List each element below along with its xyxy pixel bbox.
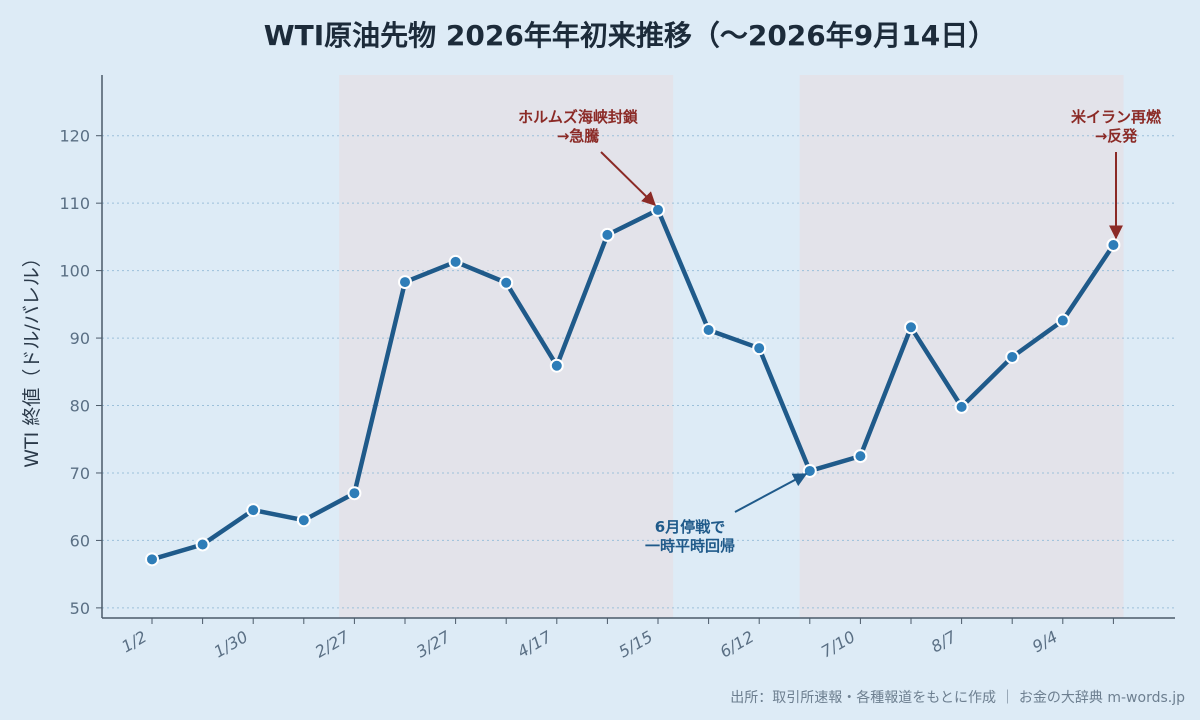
data-point-9 — [600, 227, 615, 242]
data-point-0 — [145, 552, 159, 567]
data-point-8 — [549, 358, 564, 373]
y-tick-label-60: 60 — [70, 531, 90, 550]
data-point-1 — [195, 537, 210, 552]
data-point-7 — [499, 275, 514, 290]
series-line — [149, 207, 1116, 562]
data-point-3 — [296, 513, 311, 528]
annotation-2-line-2: →反発 — [1095, 127, 1139, 145]
data-point-2 — [246, 503, 261, 518]
y-tick-label-70: 70 — [70, 464, 90, 483]
data-point-16 — [954, 399, 969, 414]
data-point-18 — [1055, 313, 1070, 328]
x-tick-label-9/4: 9/4 — [1029, 627, 1061, 656]
annotation-2-line-1: 米イラン再燃 — [1071, 108, 1162, 126]
y-gridlines — [102, 135, 1175, 609]
y-ticks: 50 60 70 80 90 100 110 120 — [59, 127, 102, 618]
y-tick-label-50: 50 — [70, 599, 90, 618]
x-tick-label-3/27: 3/27 — [413, 627, 454, 662]
annotation-3-line-1: 6月停戦で — [655, 518, 725, 536]
annotation-1-arrow — [600, 151, 656, 206]
source-note: 出所：取引所速報・各種報道をもとに作成 ｜ お金の大辞典 m-words.jp — [730, 690, 1185, 706]
data-point-12 — [752, 341, 767, 356]
y-tick-label-110: 110 — [59, 194, 90, 213]
data-point-10 — [651, 202, 665, 217]
x-tick-label-4/17: 4/17 — [514, 627, 555, 662]
x-tick-label-2/27: 2/27 — [312, 627, 353, 662]
y-axis-label: WTI 終値（ドル/バレル） — [21, 248, 43, 467]
data-point-6 — [448, 254, 463, 269]
x-tick-label-1/30: 1/30 — [211, 627, 252, 661]
chart-title: WTI原油先物 2026年年初来推移（〜2026年9月14日） — [264, 19, 996, 52]
x-tick-label-6/12: 6/12 — [717, 627, 758, 661]
y-tick-label-90: 90 — [70, 329, 90, 348]
annotation-1-line-2: →急騰 — [557, 127, 601, 145]
annotation-3-line-2: 一時平時回帰 — [645, 537, 735, 555]
y-tick-label-80: 80 — [70, 397, 90, 416]
x-tick-label-8/7: 8/7 — [928, 627, 961, 657]
data-point-15 — [904, 320, 918, 335]
annotation-1-line-1: ホルムズ海峡封鎖 — [518, 108, 639, 126]
y-tick-label-100: 100 — [59, 262, 90, 281]
data-point-19 — [1106, 237, 1121, 252]
shaded-regions — [339, 75, 1124, 618]
data-point-17 — [1005, 349, 1020, 364]
data-point-4 — [347, 486, 362, 501]
x-tick-label-7/10: 7/10 — [818, 627, 859, 661]
annotation-3-arrow — [734, 473, 808, 513]
data-point-14 — [853, 449, 868, 464]
x-tick-label-1/2: 1/2 — [118, 627, 150, 656]
shaded-region-1 — [339, 75, 674, 618]
shaded-region-2 — [799, 75, 1124, 618]
data-point-5 — [398, 275, 412, 290]
x-tick-label-5/15: 5/15 — [615, 627, 656, 661]
data-point-11 — [701, 322, 716, 337]
x-ticks: 1/2 1/30 2/27 3/27 4/17 5/15 6/12 7/10 8/7 9/4 — [118, 618, 1114, 662]
y-tick-label-120: 120 — [59, 127, 90, 146]
series-wti — [145, 202, 1121, 567]
